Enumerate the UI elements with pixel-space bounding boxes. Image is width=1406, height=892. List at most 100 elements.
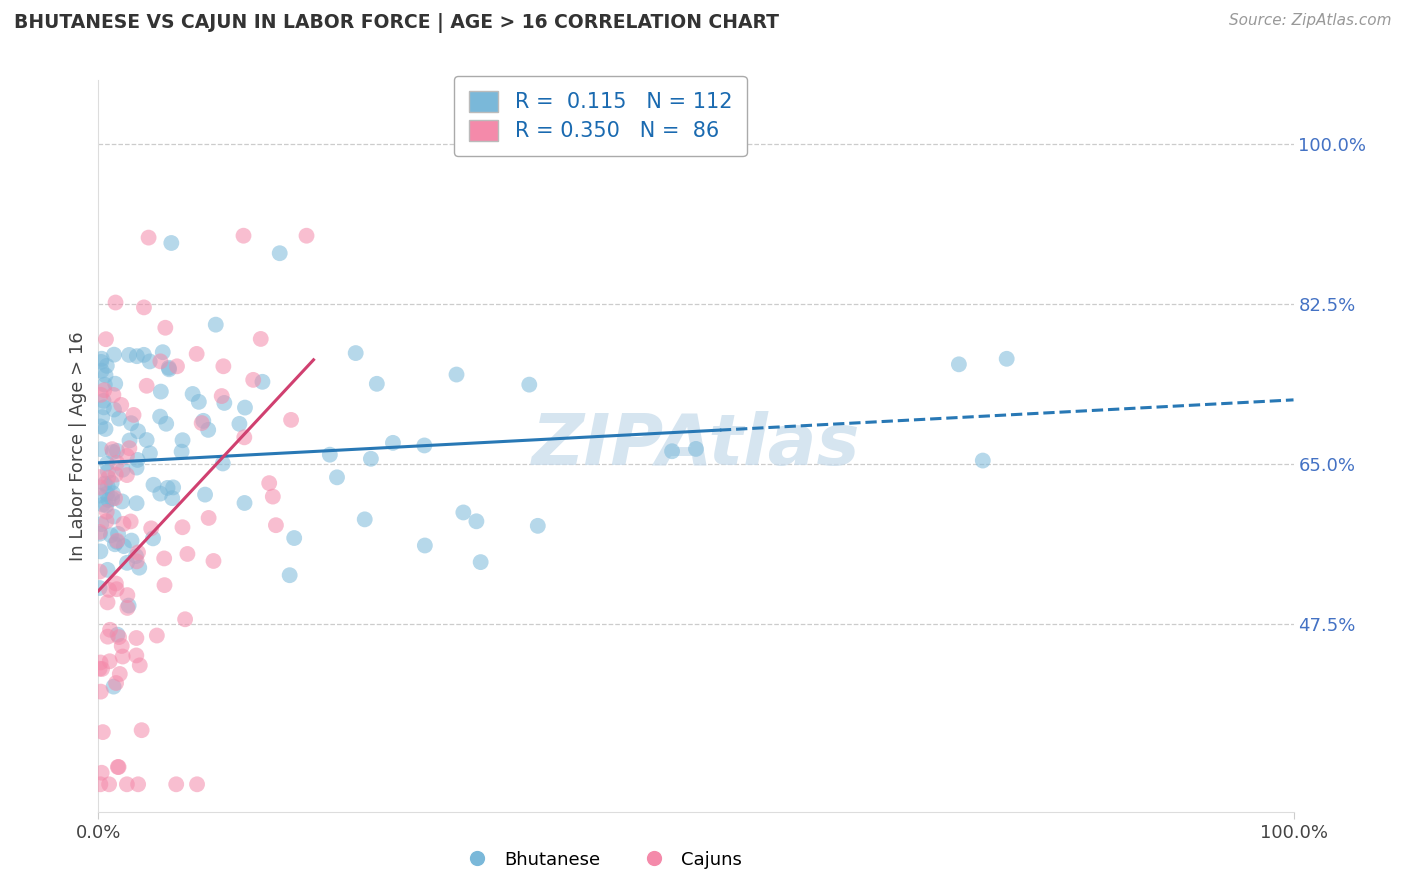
Point [135, 433, 157, 447]
Point [186, 347, 208, 361]
Point [172, 520, 194, 534]
Point [381, 435, 404, 450]
Point [89, 565, 111, 579]
Point [176, 547, 198, 561]
Point [190, 416, 212, 430]
Point [128, 658, 150, 673]
Point [125, 549, 148, 563]
Point [90, 684, 112, 698]
Point [103, 388, 125, 402]
Point [93, 383, 115, 397]
Point [94, 368, 117, 383]
Point [111, 463, 134, 477]
Point [165, 777, 187, 791]
Point [98, 777, 121, 791]
Point [117, 599, 139, 613]
Point [211, 457, 233, 471]
Point [181, 387, 204, 401]
Point [193, 414, 215, 428]
Point [127, 424, 149, 438]
Point [105, 443, 128, 458]
Point [142, 477, 165, 491]
Point [257, 476, 280, 491]
Point [139, 446, 162, 460]
Point [90, 517, 112, 532]
Point [149, 486, 172, 500]
Point [115, 777, 138, 791]
Point [156, 481, 179, 495]
Text: Source: ZipAtlas.com: Source: ZipAtlas.com [1229, 13, 1392, 29]
Point [90, 364, 112, 378]
Point [125, 648, 148, 663]
Point [527, 519, 550, 533]
Point [90, 442, 112, 457]
Point [94, 377, 117, 392]
Point [194, 487, 217, 501]
Point [685, 442, 707, 456]
Point [125, 349, 148, 363]
Point [96, 505, 118, 519]
Point [149, 354, 172, 368]
Point [104, 491, 127, 506]
Point [149, 384, 172, 399]
Point [141, 521, 163, 535]
Point [172, 434, 194, 448]
Point [108, 630, 131, 644]
Point [115, 468, 138, 483]
Point [278, 568, 301, 582]
Point [413, 539, 436, 553]
Point [132, 301, 155, 315]
Point [101, 445, 124, 459]
Point [186, 777, 208, 791]
Point [118, 434, 141, 448]
Point [90, 765, 112, 780]
Point [101, 486, 124, 500]
Point [197, 423, 219, 437]
Point [96, 457, 118, 471]
Point [117, 601, 139, 615]
Point [122, 408, 145, 422]
Point [90, 355, 112, 369]
Point [125, 496, 148, 510]
Point [162, 480, 184, 494]
Point [100, 528, 122, 542]
Point [111, 494, 134, 508]
Point [108, 667, 131, 681]
Point [107, 760, 129, 774]
Point [125, 460, 148, 475]
Point [118, 441, 141, 455]
Point [264, 518, 287, 533]
Text: ZIPAtlas: ZIPAtlas [531, 411, 860, 481]
Point [97, 630, 120, 644]
Point [197, 511, 219, 525]
Point [157, 360, 180, 375]
Point [470, 555, 492, 569]
Point [142, 532, 165, 546]
Point [249, 332, 271, 346]
Point [413, 438, 436, 452]
Point [453, 506, 475, 520]
Point [204, 318, 226, 332]
Point [232, 228, 254, 243]
Point [90, 388, 112, 402]
Point [103, 402, 125, 417]
Point [101, 442, 124, 456]
Point [107, 628, 129, 642]
Point [98, 623, 121, 637]
Point [105, 582, 128, 597]
Point [269, 246, 291, 260]
Point [135, 378, 157, 392]
Point [125, 554, 148, 568]
Point [155, 417, 177, 431]
Point [446, 368, 468, 382]
Point [93, 401, 115, 415]
Point [233, 430, 256, 444]
Point [97, 480, 120, 494]
Point [661, 444, 683, 458]
Point [170, 444, 193, 458]
Point [517, 377, 540, 392]
Point [128, 560, 150, 574]
Point [90, 656, 112, 670]
Point [112, 516, 135, 531]
Point [995, 351, 1018, 366]
